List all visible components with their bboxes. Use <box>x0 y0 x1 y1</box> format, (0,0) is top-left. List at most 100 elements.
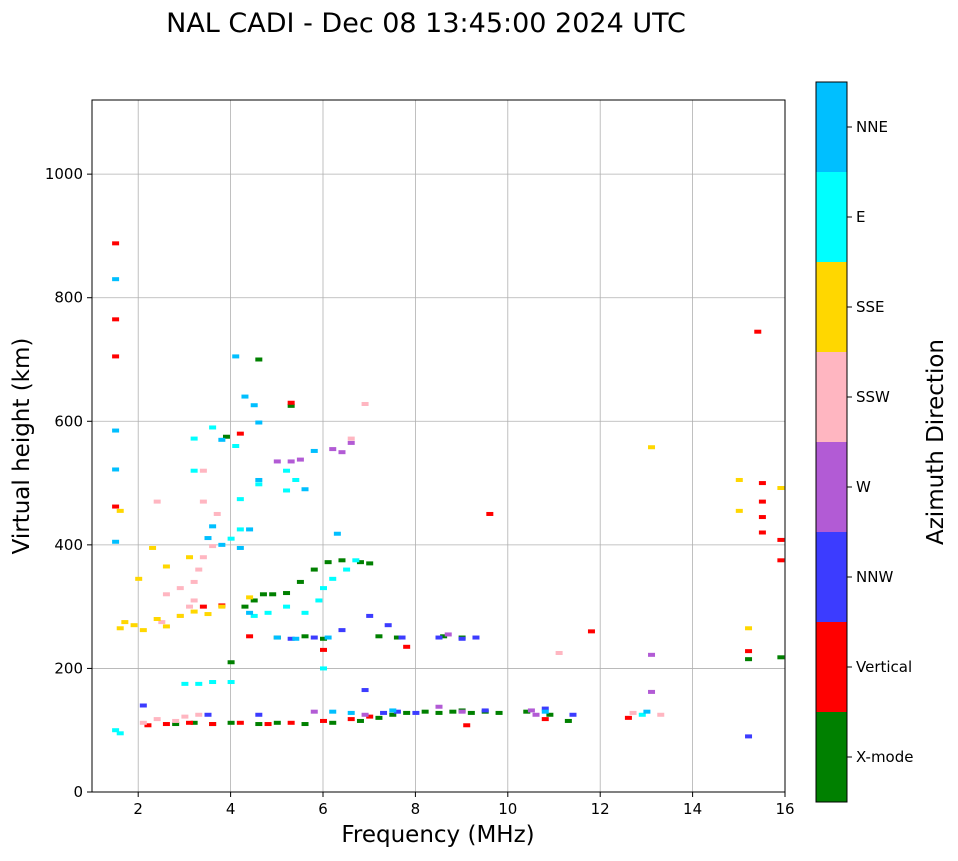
colorbar-segment <box>816 712 847 802</box>
data-point <box>186 720 194 725</box>
data-point <box>347 436 355 441</box>
plot-background <box>92 100 785 792</box>
data-point <box>236 720 244 725</box>
data-point <box>777 537 785 542</box>
data-point <box>246 634 254 639</box>
colorbar-segment <box>816 622 847 712</box>
data-point <box>361 401 369 406</box>
data-point <box>287 636 295 641</box>
data-point <box>204 712 212 717</box>
data-point <box>259 592 267 597</box>
series-e <box>112 425 646 736</box>
data-point <box>347 710 355 715</box>
colorbar-tick-label: SSE <box>856 298 885 316</box>
data-point <box>218 542 226 547</box>
data-point <box>527 708 535 713</box>
data-point <box>227 680 235 685</box>
data-point <box>209 544 217 549</box>
data-point <box>361 712 369 717</box>
data-point <box>347 440 355 445</box>
data-point <box>735 508 743 513</box>
data-point <box>629 710 637 715</box>
data-point <box>209 524 217 529</box>
data-point <box>375 634 383 639</box>
data-point <box>648 445 656 450</box>
data-point <box>343 567 351 572</box>
x-axis-label: Frequency (MHz) <box>341 822 534 848</box>
data-point <box>116 626 124 631</box>
data-point <box>246 610 254 615</box>
data-point <box>172 722 180 727</box>
colorbar-segment <box>816 442 847 532</box>
data-point <box>153 717 161 722</box>
y-tick-label: 0 <box>73 783 83 801</box>
data-point <box>112 467 120 472</box>
data-point <box>324 635 332 640</box>
data-point <box>195 712 203 717</box>
data-point <box>218 604 226 609</box>
data-point <box>139 628 147 633</box>
data-point <box>398 635 406 640</box>
series-nne <box>112 277 651 715</box>
data-point <box>199 555 207 560</box>
series-ssw <box>139 401 665 725</box>
data-point <box>153 617 161 621</box>
data-point <box>389 712 397 717</box>
data-point <box>236 497 244 502</box>
data-point <box>195 567 203 572</box>
data-point <box>301 487 309 492</box>
colorbar-tick-label: Vertical <box>856 658 912 676</box>
data-point <box>329 720 337 725</box>
data-point <box>232 444 240 448</box>
data-point <box>384 623 392 628</box>
data-point <box>301 610 309 615</box>
data-point <box>218 437 226 442</box>
data-point <box>393 709 401 714</box>
data-point <box>648 689 656 694</box>
data-point <box>149 545 157 550</box>
data-point <box>458 709 466 714</box>
data-point <box>227 720 235 725</box>
data-point <box>199 499 207 504</box>
data-point <box>190 579 198 584</box>
data-point <box>273 635 281 640</box>
data-point <box>283 488 291 493</box>
data-point <box>745 734 753 739</box>
data-point <box>186 604 194 609</box>
data-point <box>176 586 184 591</box>
plot-area: 2 4 6 8 10 12 14 16 0 200 400 600 800 1000 <box>45 99 795 818</box>
data-point <box>139 720 147 725</box>
y-tick-label: 400 <box>54 536 83 554</box>
series-w <box>273 440 656 717</box>
data-point <box>190 720 198 725</box>
data-point <box>176 613 184 618</box>
data-point <box>444 632 452 637</box>
data-point <box>777 655 785 660</box>
data-point <box>315 598 323 603</box>
y-tick-label: 800 <box>54 289 83 307</box>
data-point <box>541 709 549 714</box>
data-point <box>112 277 120 282</box>
data-point <box>361 688 369 693</box>
series-x-mode <box>172 357 785 727</box>
data-point <box>472 635 480 640</box>
data-point <box>130 623 138 628</box>
data-point <box>199 604 207 609</box>
data-point <box>162 624 170 629</box>
data-point <box>657 712 665 717</box>
data-point <box>624 715 632 720</box>
data-point <box>255 477 263 482</box>
colorbar-tick-label: E <box>856 208 865 226</box>
data-point <box>435 704 443 709</box>
data-point <box>366 714 374 719</box>
data-point <box>213 511 221 516</box>
data-point <box>255 712 263 717</box>
data-point <box>435 635 443 640</box>
data-point <box>153 499 161 504</box>
data-point <box>181 681 189 686</box>
colorbar-label: Azimuth Direction <box>923 339 949 545</box>
data-point <box>172 718 180 723</box>
data-point <box>250 598 258 603</box>
x-tick-label: 4 <box>226 800 236 818</box>
data-point <box>209 722 217 727</box>
